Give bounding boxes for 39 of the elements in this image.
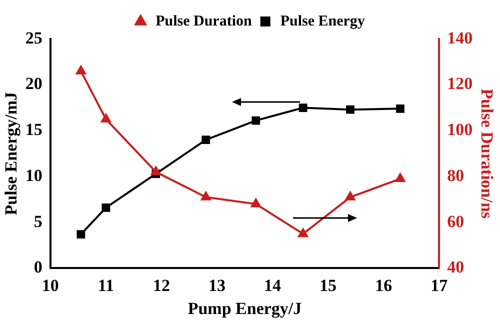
y-tick-label: 10 [25, 166, 42, 185]
point [396, 104, 404, 113]
y2-tick-label: 100 [447, 120, 473, 140]
point [250, 198, 261, 208]
x-tick-label: 14 [264, 276, 282, 295]
point [101, 114, 111, 122]
y2-tick-label: 60 [447, 212, 464, 231]
y-tick-label: 5 [34, 212, 42, 231]
point [298, 104, 308, 112]
point [102, 204, 110, 212]
x-tick-label: 13 [208, 276, 226, 295]
y-tick-label: 20 [25, 74, 42, 94]
point [298, 228, 308, 238]
x-tick-label: 11 [98, 276, 114, 295]
y2-axis-title: Pulse Duration/ns [477, 88, 496, 219]
x-axis-title: Pump Energy/J [188, 299, 302, 318]
point [151, 166, 161, 176]
y-tick-label: 0 [34, 258, 42, 277]
point [76, 230, 86, 238]
y-tick-label: 15 [25, 120, 42, 140]
point [200, 192, 211, 200]
x-tick-label: 16 [375, 276, 392, 295]
point [346, 105, 354, 114]
x-tick-label: 12 [152, 276, 170, 295]
y-axis-title: Pulse Energy/mJ [2, 91, 21, 216]
legend-label: Pulse Energy [280, 13, 366, 30]
y2-tick-label: 40 [447, 258, 464, 277]
point [345, 192, 356, 200]
point [252, 116, 260, 125]
point [76, 66, 86, 74]
point [202, 136, 210, 144]
y-tick-label: 25 [25, 28, 42, 48]
x-tick-label: 17 [430, 276, 448, 295]
y2-tick-label: 120 [447, 74, 473, 94]
y2-tick-label: 80 [447, 166, 464, 185]
y2-tick-label: 140 [447, 28, 473, 48]
point [395, 173, 406, 182]
x-tick-label: 15 [320, 276, 337, 295]
legend-label: Pulse Duration [156, 13, 252, 30]
